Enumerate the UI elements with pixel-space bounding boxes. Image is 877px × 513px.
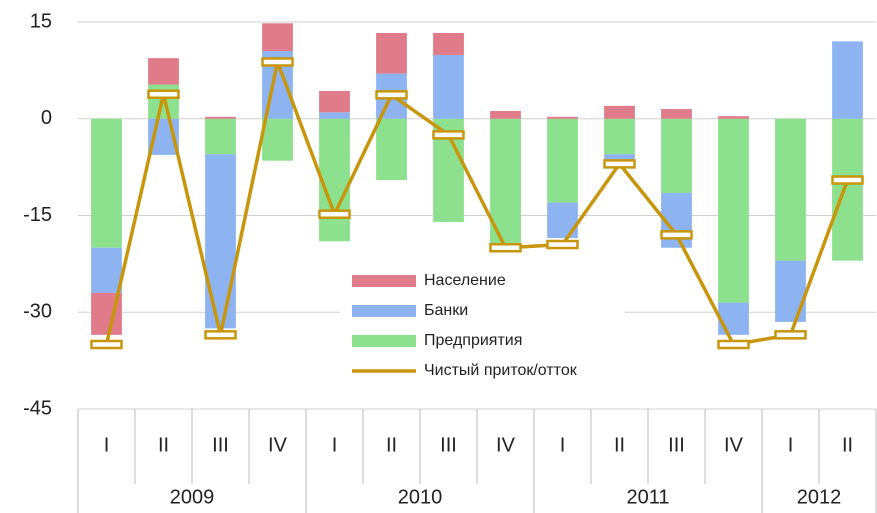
bar — [718, 118, 749, 303]
x-tick-label: IV — [268, 434, 288, 456]
y-tick-label: -45 — [23, 397, 52, 419]
bar — [775, 118, 806, 261]
bar — [262, 118, 293, 161]
bar — [91, 247, 122, 293]
bar — [604, 105, 635, 119]
line-marker — [660, 230, 693, 240]
legend-label: Чистый приток/отток — [424, 362, 578, 379]
bar — [547, 118, 578, 203]
x-tick-label: III — [212, 434, 229, 456]
line-marker — [204, 330, 237, 340]
x-tick-label: I — [332, 434, 338, 456]
bar — [775, 260, 806, 322]
line-marker — [147, 89, 180, 99]
x-tick-label: I — [104, 434, 110, 456]
bar — [433, 54, 464, 119]
x-tick-label: IV — [496, 434, 516, 456]
year-label: 2011 — [626, 486, 669, 508]
line-marker — [375, 90, 408, 100]
bar — [433, 32, 464, 55]
bar — [376, 32, 407, 74]
bar — [547, 116, 578, 119]
line-marker — [603, 159, 636, 169]
year-label: 2009 — [170, 486, 215, 508]
legend-swatch — [352, 275, 416, 287]
y-tick-label: 15 — [30, 10, 52, 32]
bar — [832, 118, 863, 261]
bar — [262, 23, 293, 52]
bar — [319, 91, 350, 113]
legend-label: Банки — [424, 302, 468, 319]
x-tick-label: I — [788, 434, 794, 456]
bar — [319, 112, 350, 119]
bar — [205, 154, 236, 329]
line-marker — [90, 339, 123, 350]
line-marker — [261, 57, 294, 67]
bar — [205, 116, 236, 119]
bar — [718, 116, 749, 119]
y-tick-label: -15 — [23, 204, 52, 226]
line-marker — [546, 239, 579, 250]
bar — [148, 58, 179, 85]
bar — [319, 118, 350, 242]
x-tick-label: IV — [724, 434, 744, 456]
legend-label: Население — [424, 272, 506, 289]
x-tick-label: II — [614, 434, 625, 456]
y-tick-label: 0 — [41, 107, 52, 129]
line-marker — [432, 130, 465, 140]
year-label: 2012 — [797, 486, 842, 508]
bar — [91, 118, 122, 248]
bar — [661, 109, 692, 119]
x-tick-label: II — [158, 434, 169, 456]
x-tick-label: I — [560, 434, 566, 456]
bar — [718, 302, 749, 335]
legend-swatch — [352, 305, 416, 317]
bar — [205, 118, 236, 155]
line-marker — [831, 175, 864, 185]
net-flow-line — [104, 55, 850, 347]
x-tick-label: III — [440, 434, 457, 456]
bar — [490, 111, 521, 119]
legend-swatch — [352, 335, 416, 347]
line-marker — [489, 243, 522, 253]
bar — [604, 154, 635, 164]
bar — [376, 118, 407, 181]
x-tick-label: II — [842, 434, 853, 456]
line-marker — [318, 209, 351, 219]
bar — [661, 118, 692, 193]
x-tick-label: II — [386, 434, 397, 456]
bar — [604, 118, 635, 155]
bar — [832, 41, 863, 119]
x-tick-label: III — [668, 434, 685, 456]
legend-label: Предприятия — [424, 332, 522, 349]
year-label: 2010 — [398, 486, 443, 508]
line-marker — [774, 330, 807, 340]
y-tick-label: -30 — [23, 301, 52, 323]
line-marker — [717, 339, 750, 350]
bar — [547, 202, 578, 239]
